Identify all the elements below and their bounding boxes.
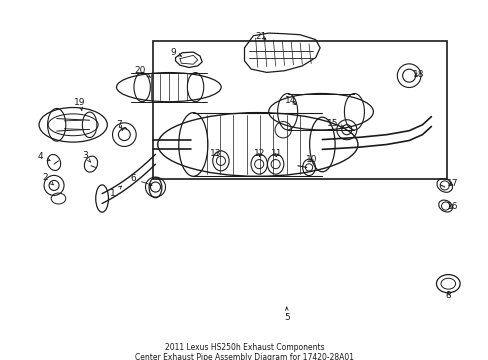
Text: 11: 11 — [270, 149, 282, 158]
Text: 13: 13 — [209, 149, 221, 158]
Bar — [153, 41, 446, 179]
Text: 4: 4 — [38, 152, 50, 161]
Text: 9: 9 — [170, 48, 181, 57]
Text: 8: 8 — [445, 291, 450, 300]
Text: 19: 19 — [74, 98, 85, 110]
Text: 17: 17 — [446, 179, 458, 188]
Text: 2011 Lexus HS250h Exhaust Components
Center Exhaust Pipe Assembly Diagram for 17: 2011 Lexus HS250h Exhaust Components Cen… — [135, 343, 353, 360]
Text: 16: 16 — [446, 202, 458, 211]
Text: 7: 7 — [116, 120, 122, 129]
Text: 5: 5 — [284, 307, 289, 322]
Text: 12: 12 — [254, 149, 265, 158]
Text: 20: 20 — [134, 66, 150, 77]
Text: 3: 3 — [82, 152, 91, 162]
Text: 18: 18 — [412, 69, 424, 78]
Text: 10: 10 — [306, 155, 317, 164]
Text: 2: 2 — [42, 173, 53, 185]
Text: 15: 15 — [326, 119, 343, 128]
Text: 6: 6 — [130, 174, 152, 186]
Text: 14: 14 — [284, 96, 295, 105]
Text: 1: 1 — [110, 186, 121, 198]
Text: 21: 21 — [255, 32, 266, 41]
